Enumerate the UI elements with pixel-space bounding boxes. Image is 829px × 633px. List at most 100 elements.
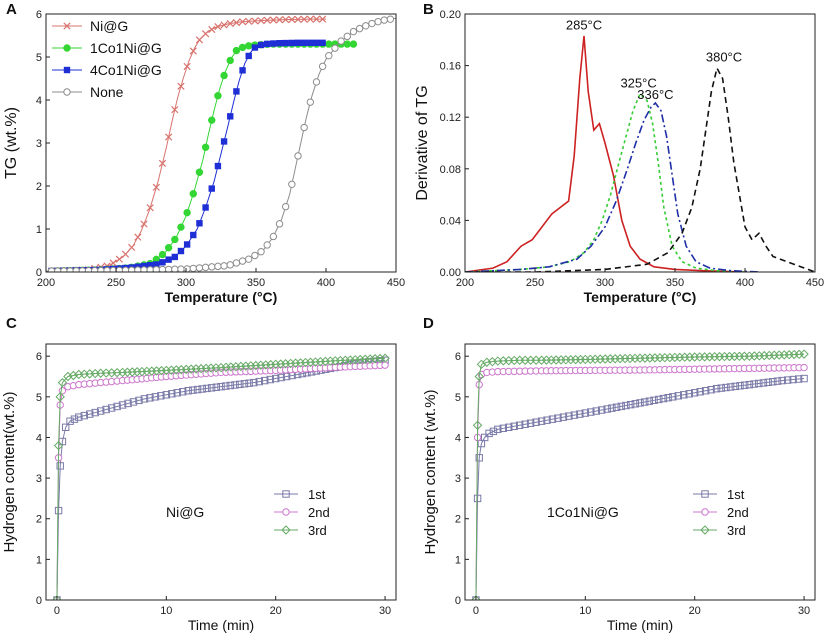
y-axis-label: Derivative of TG <box>414 85 431 200</box>
y-tick-label: 4 <box>36 432 42 444</box>
data-point <box>220 71 228 80</box>
legend-label: 2nd <box>308 505 330 520</box>
data-point <box>685 390 693 398</box>
data-point <box>554 414 562 422</box>
data-point <box>189 47 197 55</box>
x-tick-label: 300 <box>596 277 614 289</box>
data-point <box>226 261 234 269</box>
data-point <box>722 383 730 392</box>
data-point <box>239 67 246 74</box>
data-point <box>245 255 253 263</box>
data-point <box>140 262 148 270</box>
data-point <box>226 19 234 28</box>
plot-area <box>465 35 815 272</box>
legend-label: 3rd <box>727 523 746 538</box>
y-tick-label: 3 <box>36 473 42 485</box>
data-point <box>264 40 271 48</box>
data-point <box>208 25 216 34</box>
data-point <box>257 41 265 49</box>
data-point <box>214 162 222 170</box>
data-point <box>755 379 763 388</box>
data-point <box>300 39 308 47</box>
data-point <box>707 386 715 394</box>
series-line <box>465 35 746 272</box>
data-point <box>576 410 584 418</box>
y-tick-label: 6 <box>455 351 461 363</box>
data-point <box>631 400 640 408</box>
series-line <box>56 357 386 600</box>
data-point <box>669 393 677 401</box>
data-point <box>674 392 682 400</box>
data-point <box>565 412 573 420</box>
legend-label: 1st <box>727 487 745 502</box>
data-point <box>380 16 388 24</box>
data-point <box>177 247 185 255</box>
data-point <box>115 266 124 272</box>
x-tick-label: 0 <box>473 605 479 617</box>
data-point <box>263 241 271 249</box>
data-point <box>480 433 489 442</box>
data-point <box>343 32 351 41</box>
data-point <box>789 375 797 384</box>
y-tick-label: 2 <box>36 181 42 193</box>
data-point <box>759 379 768 387</box>
data-point <box>60 267 68 272</box>
data-point <box>263 16 271 24</box>
peak-annotation: 380°C <box>706 50 742 65</box>
legend-marker <box>63 66 71 74</box>
data-point <box>300 123 308 132</box>
data-point <box>140 220 148 228</box>
data-point <box>109 266 117 272</box>
data-point <box>164 244 173 252</box>
x-tick-label: 20 <box>270 605 282 617</box>
legend-marker <box>701 490 709 498</box>
data-point <box>288 15 296 24</box>
legend-marker <box>282 490 290 498</box>
data-point <box>532 418 540 426</box>
series-line <box>46 43 354 272</box>
x-tick-label: 400 <box>736 277 754 289</box>
data-point <box>474 371 484 382</box>
series-3rd <box>471 349 809 600</box>
data-point <box>75 413 83 421</box>
data-point <box>626 400 635 409</box>
data-point <box>220 138 228 145</box>
data-point <box>282 39 289 47</box>
x-tick-label: 30 <box>379 605 391 617</box>
data-point <box>207 384 216 392</box>
y-tick-label: 3 <box>36 138 42 150</box>
x-tick-label: 10 <box>160 605 172 617</box>
data-point <box>86 410 94 418</box>
data-point <box>47 267 56 272</box>
series-none <box>465 65 815 272</box>
x-tick-label: 450 <box>387 277 405 289</box>
data-point <box>232 18 241 27</box>
data-point <box>183 62 191 71</box>
data-point <box>226 381 235 390</box>
data-point <box>97 266 105 272</box>
legend-label: 3rd <box>308 523 327 538</box>
data-point <box>70 415 79 423</box>
data-point <box>102 405 110 414</box>
series-ni-g <box>46 15 327 272</box>
data-point <box>650 396 658 405</box>
legend-marker <box>63 88 71 96</box>
x-tick-label: 250 <box>526 277 544 289</box>
data-point <box>374 17 382 26</box>
plot-area <box>471 349 809 600</box>
data-point <box>165 133 173 141</box>
data-point <box>227 113 234 120</box>
y-tick-label: 5 <box>36 392 42 404</box>
x-tick-label: 250 <box>107 277 125 289</box>
data-point <box>208 185 215 192</box>
data-point <box>510 422 518 430</box>
panel-letter: C <box>6 315 17 332</box>
data-point <box>195 36 204 44</box>
data-point <box>177 82 185 90</box>
data-point <box>171 253 178 261</box>
data-point <box>245 52 252 60</box>
data-point <box>66 417 74 425</box>
data-point <box>275 16 284 24</box>
data-point <box>636 399 644 407</box>
